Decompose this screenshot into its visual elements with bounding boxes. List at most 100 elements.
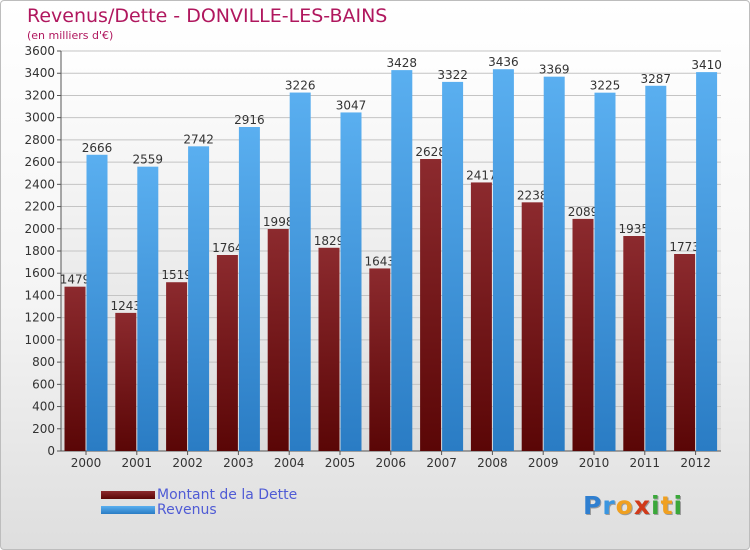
bar-revenue-2009 bbox=[543, 76, 565, 452]
y-tick-label: 2200 bbox=[24, 200, 55, 214]
x-tick-label-2012: 2012 bbox=[680, 456, 711, 470]
bar-revenue-2003 bbox=[238, 127, 260, 451]
bar-debt-2005 bbox=[318, 247, 340, 451]
bar-debt-2006 bbox=[369, 268, 391, 451]
bar-debt-2001 bbox=[115, 312, 137, 451]
bar-revenue-2010 bbox=[594, 92, 616, 452]
x-tick-label-2003: 2003 bbox=[223, 456, 254, 470]
y-tick-label: 800 bbox=[32, 355, 55, 369]
data-label-debt-2005: 1829 bbox=[314, 234, 345, 248]
x-tick-label-2007: 2007 bbox=[426, 456, 457, 470]
bar-debt-2008 bbox=[470, 182, 492, 451]
data-label-debt-2008: 2417 bbox=[466, 168, 497, 182]
bar-debt-2012 bbox=[674, 254, 696, 451]
bar-revenue-2012 bbox=[696, 72, 718, 451]
bar-revenue-2000 bbox=[86, 154, 108, 451]
bar-revenue-2011 bbox=[645, 85, 667, 452]
x-tick-label-2001: 2001 bbox=[122, 456, 153, 470]
data-label-revenue-2012: 3410 bbox=[691, 58, 722, 72]
y-tick-label: 400 bbox=[32, 400, 55, 414]
data-label-revenue-2000: 2666 bbox=[82, 141, 113, 155]
x-tick-label-2011: 2011 bbox=[630, 456, 661, 470]
bar-debt-2010 bbox=[572, 218, 594, 451]
data-label-debt-2004: 1998 bbox=[263, 215, 294, 229]
legend-item-revenue: Revenus bbox=[101, 501, 297, 518]
logo-letter: x bbox=[633, 491, 651, 520]
x-tick-label-2005: 2005 bbox=[325, 456, 356, 470]
legend-swatch-revenue bbox=[101, 505, 155, 514]
bar-revenue-2005 bbox=[340, 112, 362, 451]
bar-debt-2011 bbox=[623, 236, 645, 451]
x-tick-label-2006: 2006 bbox=[376, 456, 407, 470]
data-label-revenue-2002: 2742 bbox=[183, 132, 214, 146]
y-tick-label: 2400 bbox=[24, 177, 55, 191]
y-tick-label: 1600 bbox=[24, 266, 55, 280]
data-label-revenue-2006: 3428 bbox=[387, 56, 418, 70]
data-label-revenue-2011: 3287 bbox=[641, 72, 672, 86]
data-label-debt-2010: 2089 bbox=[568, 205, 599, 219]
x-tick-label-2002: 2002 bbox=[172, 456, 203, 470]
data-label-revenue-2001: 2559 bbox=[133, 153, 164, 167]
bar-debt-2009 bbox=[521, 202, 543, 451]
bar-revenue-2008 bbox=[492, 69, 514, 451]
bar-revenue-2002 bbox=[188, 146, 210, 452]
bar-revenue-2007 bbox=[442, 81, 464, 451]
legend-label-debt: Montant de la Dette bbox=[157, 486, 298, 503]
y-tick-label: 2800 bbox=[24, 133, 55, 147]
y-tick-label: 0 bbox=[47, 444, 55, 458]
data-label-revenue-2008: 3436 bbox=[488, 55, 519, 69]
bar-debt-2000 bbox=[64, 286, 86, 451]
y-tick-label: 3600 bbox=[24, 44, 55, 58]
y-tick-label: 1200 bbox=[24, 311, 55, 325]
chart-title: Revenus/Dette - DONVILLE-LES-BAINS bbox=[27, 5, 388, 27]
y-tick-label: 3000 bbox=[24, 111, 55, 125]
data-label-debt-2002: 1519 bbox=[161, 268, 192, 282]
bar-debt-2007 bbox=[420, 159, 442, 451]
data-label-revenue-2003: 2916 bbox=[234, 113, 265, 127]
y-tick-label: 1800 bbox=[24, 244, 55, 258]
logo-letter: t bbox=[660, 491, 674, 520]
data-label-debt-2003: 1764 bbox=[212, 241, 243, 255]
data-label-revenue-2010: 3225 bbox=[590, 79, 621, 93]
data-label-debt-2000: 1479 bbox=[60, 273, 91, 287]
x-tick-label-2009: 2009 bbox=[528, 456, 559, 470]
legend-item-debt: Montant de la Dette bbox=[101, 486, 298, 503]
data-label-revenue-2004: 3226 bbox=[285, 79, 316, 93]
logo-letter: r bbox=[602, 491, 616, 520]
y-tick-label: 1400 bbox=[24, 288, 55, 302]
data-label-revenue-2009: 3369 bbox=[539, 63, 570, 77]
x-tick-label-2008: 2008 bbox=[477, 456, 508, 470]
bar-debt-2002 bbox=[166, 282, 188, 451]
bar-revenue-2004 bbox=[289, 92, 311, 452]
legend-swatch-debt bbox=[101, 490, 155, 499]
chart-subtitle: (en milliers d'€) bbox=[27, 29, 114, 42]
y-tick-label: 2600 bbox=[24, 155, 55, 169]
x-tick-label-2000: 2000 bbox=[71, 456, 102, 470]
logo-letter: P bbox=[583, 491, 603, 520]
bar-debt-2003 bbox=[216, 255, 238, 451]
y-tick-label: 1000 bbox=[24, 333, 55, 347]
bar-revenue-2001 bbox=[137, 166, 159, 451]
logo-letter: i bbox=[651, 491, 661, 520]
data-label-revenue-2005: 3047 bbox=[336, 98, 367, 112]
y-tick-label: 600 bbox=[32, 377, 55, 391]
data-label-debt-2001: 1243 bbox=[111, 299, 142, 313]
data-label-debt-2007: 2628 bbox=[415, 145, 446, 159]
data-label-revenue-2007: 3322 bbox=[437, 68, 468, 82]
data-label-debt-2011: 1935 bbox=[619, 222, 650, 236]
legend-label-revenue: Revenus bbox=[157, 501, 217, 518]
data-label-debt-2009: 2238 bbox=[517, 188, 548, 202]
bar-revenue-2006 bbox=[391, 70, 413, 451]
y-tick-label: 200 bbox=[32, 422, 55, 436]
x-tick-label-2004: 2004 bbox=[274, 456, 305, 470]
y-tick-label: 2000 bbox=[24, 222, 55, 236]
logo-letter: i bbox=[673, 491, 684, 520]
y-tick-label: 3200 bbox=[24, 88, 55, 102]
data-label-debt-2012: 1773 bbox=[669, 240, 700, 254]
y-tick-label: 3400 bbox=[24, 66, 55, 80]
logo-letter: o bbox=[615, 491, 634, 520]
proxiti-logo: Proxiti bbox=[583, 491, 683, 520]
x-tick-label-2010: 2010 bbox=[579, 456, 610, 470]
